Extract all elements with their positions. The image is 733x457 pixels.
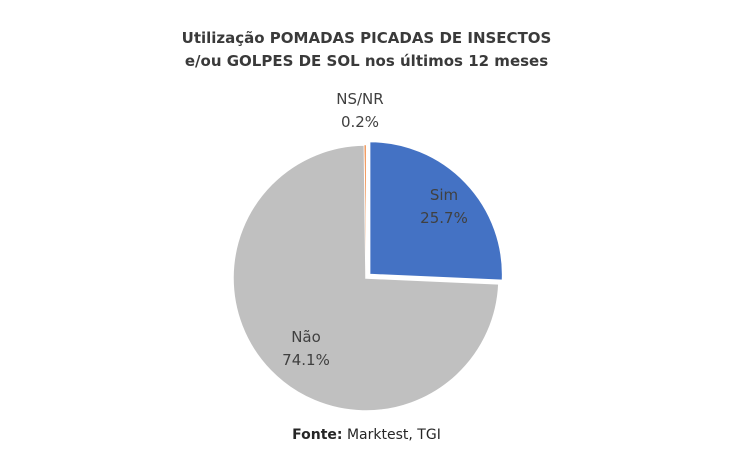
slice-label-nao-value: 74.1% [282,351,330,369]
pie-slice-sim [368,140,504,282]
slice-label-nsnr-value: 0.2% [340,113,380,131]
pie-slice-nsnr [364,144,367,279]
source-label: Fonte: [292,427,343,443]
source-text: Marktest, TGI [342,427,441,443]
slice-label-nsnr-name: NS/NR [336,90,384,108]
slice-label-nsnr: NS/NR 0.2% [305,88,415,134]
slice-label-sim-value: 25.7% [420,209,468,227]
slice-label-nao: Não 74.1% [251,326,361,372]
slice-label-nao-name: Não [291,328,321,346]
slice-label-sim-name: Sim [429,186,459,204]
slice-label-sim: Sim 25.7% [389,184,499,230]
chart-title-line-2: e/ou GOLPES DE SOL nos últimos 12 meses [184,52,549,70]
chart-source: Fonte: Marktest, TGI [0,427,733,443]
chart-title-line-1: Utilização POMADAS PICADAS DE INSECTOS [181,29,552,47]
